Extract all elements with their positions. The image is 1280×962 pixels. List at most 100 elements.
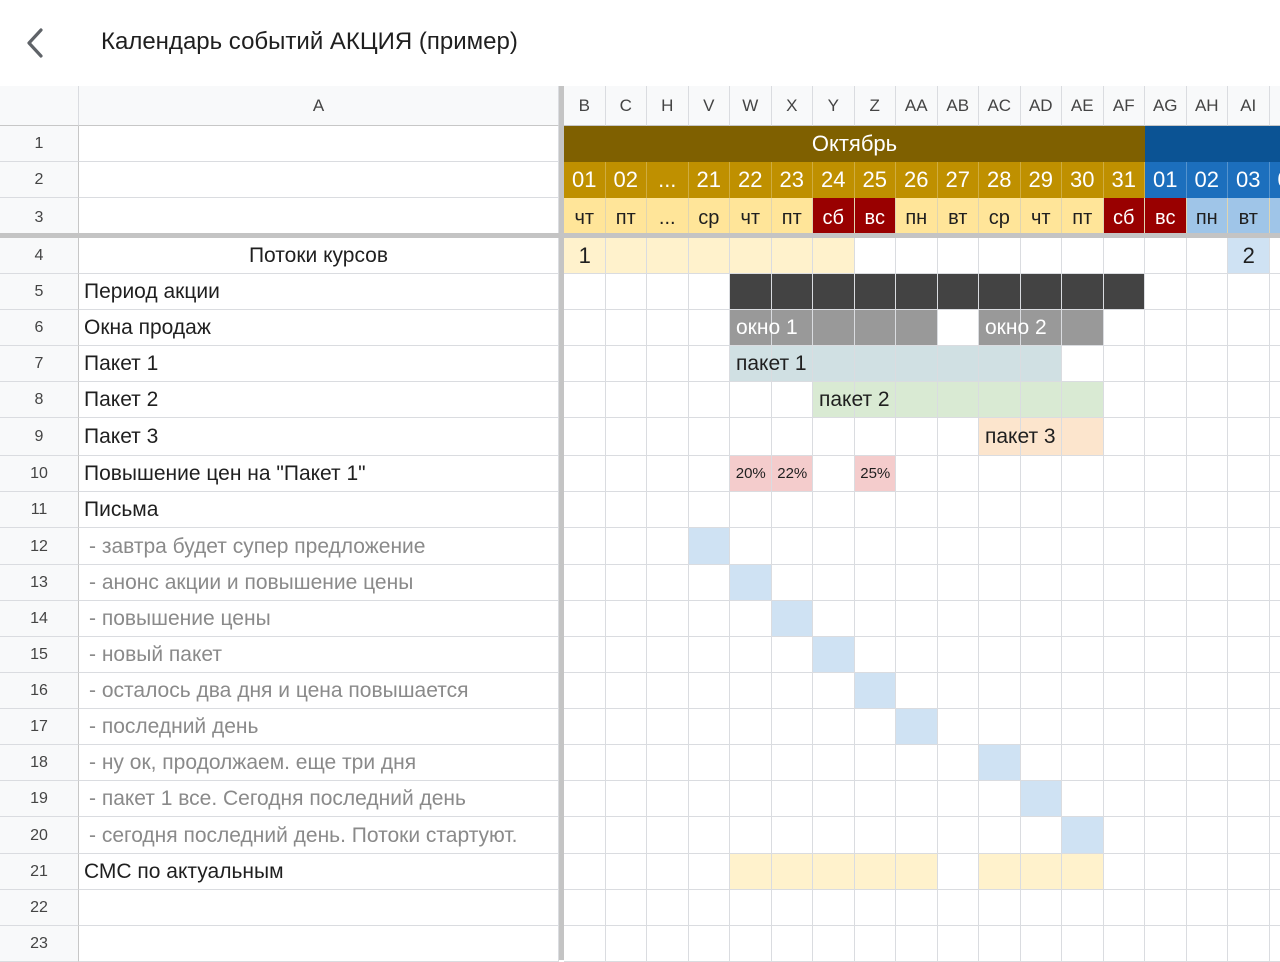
grid-cell[interactable] xyxy=(1104,601,1146,637)
weekday-cell[interactable]: вт xyxy=(1228,198,1270,238)
grid-cell[interactable] xyxy=(813,456,855,492)
grid-cell[interactable] xyxy=(1145,382,1187,418)
grid-cell[interactable] xyxy=(1270,926,1280,962)
grid-cell[interactable] xyxy=(772,709,814,745)
grid-cell[interactable] xyxy=(647,817,689,854)
grid-cell[interactable] xyxy=(1104,926,1146,962)
date-cell[interactable]: 28 xyxy=(979,162,1021,198)
grid-cell[interactable] xyxy=(1145,890,1187,926)
grid-cell[interactable] xyxy=(938,492,980,528)
grid-cell[interactable] xyxy=(1021,565,1063,601)
grid-cell[interactable] xyxy=(813,926,855,962)
grid-cell[interactable] xyxy=(1062,310,1104,346)
grid-cell[interactable] xyxy=(730,673,772,709)
grid-cell[interactable] xyxy=(896,637,938,673)
grid-cell[interactable] xyxy=(1187,274,1229,310)
row-header-12[interactable]: 12 xyxy=(0,528,79,565)
column-header-AH[interactable]: AH xyxy=(1187,86,1229,126)
grid-cell[interactable] xyxy=(564,274,606,310)
grid-cell[interactable] xyxy=(896,528,938,565)
grid-cell[interactable] xyxy=(855,528,897,565)
grid-cell[interactable] xyxy=(855,492,897,528)
grid-cell[interactable] xyxy=(606,745,648,781)
grid-cell[interactable] xyxy=(772,926,814,962)
grid-cell[interactable] xyxy=(938,310,980,346)
grid-cell[interactable] xyxy=(1104,637,1146,673)
column-header-AE[interactable]: AE xyxy=(1062,86,1104,126)
grid-cell[interactable] xyxy=(1062,781,1104,817)
grid-cell[interactable] xyxy=(855,854,897,890)
grid-cell[interactable] xyxy=(689,673,731,709)
grid-cell[interactable] xyxy=(896,781,938,817)
grid-cell[interactable] xyxy=(1145,745,1187,781)
grid-cell[interactable] xyxy=(730,492,772,528)
grid-cell[interactable] xyxy=(813,310,855,346)
grid-cell[interactable] xyxy=(606,418,648,456)
grid-cell[interactable] xyxy=(1104,709,1146,745)
grid-cell[interactable] xyxy=(772,781,814,817)
grid-cell[interactable] xyxy=(689,346,731,382)
grid-cell[interactable] xyxy=(1104,456,1146,492)
grid-cell[interactable] xyxy=(855,274,897,310)
grid-cell[interactable] xyxy=(1062,637,1104,673)
column-header-AC[interactable]: AC xyxy=(979,86,1021,126)
grid-cell[interactable] xyxy=(772,418,814,456)
grid-cell[interactable] xyxy=(813,418,855,456)
grid-cell[interactable] xyxy=(1187,418,1229,456)
grid-cell[interactable] xyxy=(564,817,606,854)
grid-cell[interactable] xyxy=(1228,781,1270,817)
grid-cell[interactable] xyxy=(896,745,938,781)
weekday-cell[interactable]: пн xyxy=(896,198,938,238)
grid-cell[interactable] xyxy=(1228,492,1270,528)
grid-cell[interactable] xyxy=(606,565,648,601)
grid-cell[interactable] xyxy=(1021,854,1063,890)
grid-cell[interactable] xyxy=(1104,528,1146,565)
grid-cell[interactable] xyxy=(1228,310,1270,346)
date-cell[interactable]: 01 xyxy=(1145,162,1187,198)
grid-cell[interactable] xyxy=(979,673,1021,709)
grid-cell[interactable] xyxy=(855,418,897,456)
cell-A22[interactable] xyxy=(79,890,559,926)
grid-cell[interactable] xyxy=(772,601,814,637)
grid-cell[interactable] xyxy=(1104,781,1146,817)
grid-cell[interactable] xyxy=(896,456,938,492)
grid-cell[interactable] xyxy=(564,346,606,382)
row-header-20[interactable]: 20 xyxy=(0,817,79,854)
grid-cell[interactable] xyxy=(730,274,772,310)
grid-cell[interactable] xyxy=(564,382,606,418)
grid-cell[interactable] xyxy=(896,709,938,745)
grid-cell[interactable] xyxy=(1104,310,1146,346)
grid-cell[interactable] xyxy=(730,926,772,962)
grid-cell[interactable] xyxy=(1021,745,1063,781)
cell-A16[interactable]: - осталось два дня и цена повышается xyxy=(79,673,559,709)
cell-A21[interactable]: СМС по актуальным xyxy=(79,854,559,890)
row-header-17[interactable]: 17 xyxy=(0,709,79,745)
grid-cell[interactable] xyxy=(606,274,648,310)
grid-cell[interactable] xyxy=(1145,673,1187,709)
grid-cell[interactable] xyxy=(938,817,980,854)
grid-cell[interactable] xyxy=(1021,817,1063,854)
column-header-AF[interactable]: AF xyxy=(1104,86,1146,126)
column-header-H[interactable]: H xyxy=(647,86,689,126)
grid-cell[interactable] xyxy=(1145,492,1187,528)
grid-cell[interactable] xyxy=(1145,456,1187,492)
grid-cell[interactable] xyxy=(772,890,814,926)
cell-A13[interactable]: - анонс акции и повышение цены xyxy=(79,565,559,601)
cell-A12[interactable]: - завтра будет супер предложение xyxy=(79,528,559,565)
grid-cell[interactable] xyxy=(647,709,689,745)
grid-cell[interactable] xyxy=(606,637,648,673)
grid-cell[interactable] xyxy=(606,310,648,346)
grid-cell[interactable] xyxy=(564,637,606,673)
grid-cell[interactable] xyxy=(1270,817,1280,854)
grid-cell[interactable] xyxy=(896,854,938,890)
column-header-AJ[interactable]: AJ xyxy=(1270,86,1280,126)
grid-cell[interactable] xyxy=(606,709,648,745)
grid-cell[interactable] xyxy=(855,346,897,382)
grid-cell[interactable] xyxy=(979,926,1021,962)
grid-cell[interactable] xyxy=(647,601,689,637)
grid-cell[interactable] xyxy=(1104,418,1146,456)
grid-cell[interactable] xyxy=(564,418,606,456)
grid-cell[interactable] xyxy=(979,601,1021,637)
grid-cell[interactable] xyxy=(772,238,814,274)
grid-cell[interactable] xyxy=(647,238,689,274)
